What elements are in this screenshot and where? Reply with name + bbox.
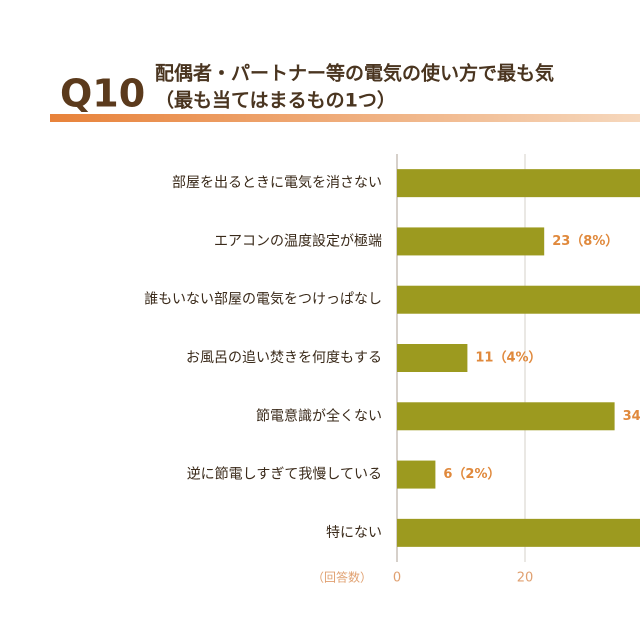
- y-tick-label: 逆に節電しすぎて我慢している: [187, 466, 382, 483]
- value-label: 11（4%）: [475, 350, 541, 366]
- y-tick-label: 節電意識が全くない: [256, 407, 382, 424]
- x-tick-label: 0: [393, 571, 401, 586]
- value-label: 23（8%）: [552, 233, 618, 249]
- chart-subtitle: （最も当てはまるもの1つ）: [155, 89, 396, 112]
- bar: [397, 344, 468, 372]
- y-tick-label: エアコンの温度設定が極端: [214, 233, 382, 249]
- value-label: 6（2%）: [443, 466, 500, 482]
- chart-title: 配偶者・パートナー等の電気の使い方で最も気: [155, 62, 554, 85]
- bar: [397, 402, 615, 431]
- x-tick-label: 20: [517, 571, 534, 586]
- y-tick-label: 特にない: [326, 525, 382, 541]
- bar: [397, 518, 640, 547]
- bar: [397, 285, 640, 314]
- badge: Q10: [60, 72, 145, 116]
- bar: [397, 169, 640, 198]
- title-underline: [50, 114, 640, 122]
- y-tick-label: お風呂の追い焚きを何度もする: [186, 350, 382, 366]
- x-axis-label: （回答数）: [312, 570, 372, 585]
- bar: [397, 460, 436, 489]
- value-label: 34: [623, 409, 640, 424]
- y-tick-label: 部屋を出るときに電気を消さない: [172, 175, 382, 191]
- bar: [397, 227, 545, 256]
- y-tick-label: 誰もいない部屋の電気をつけっぱなし: [144, 292, 382, 308]
